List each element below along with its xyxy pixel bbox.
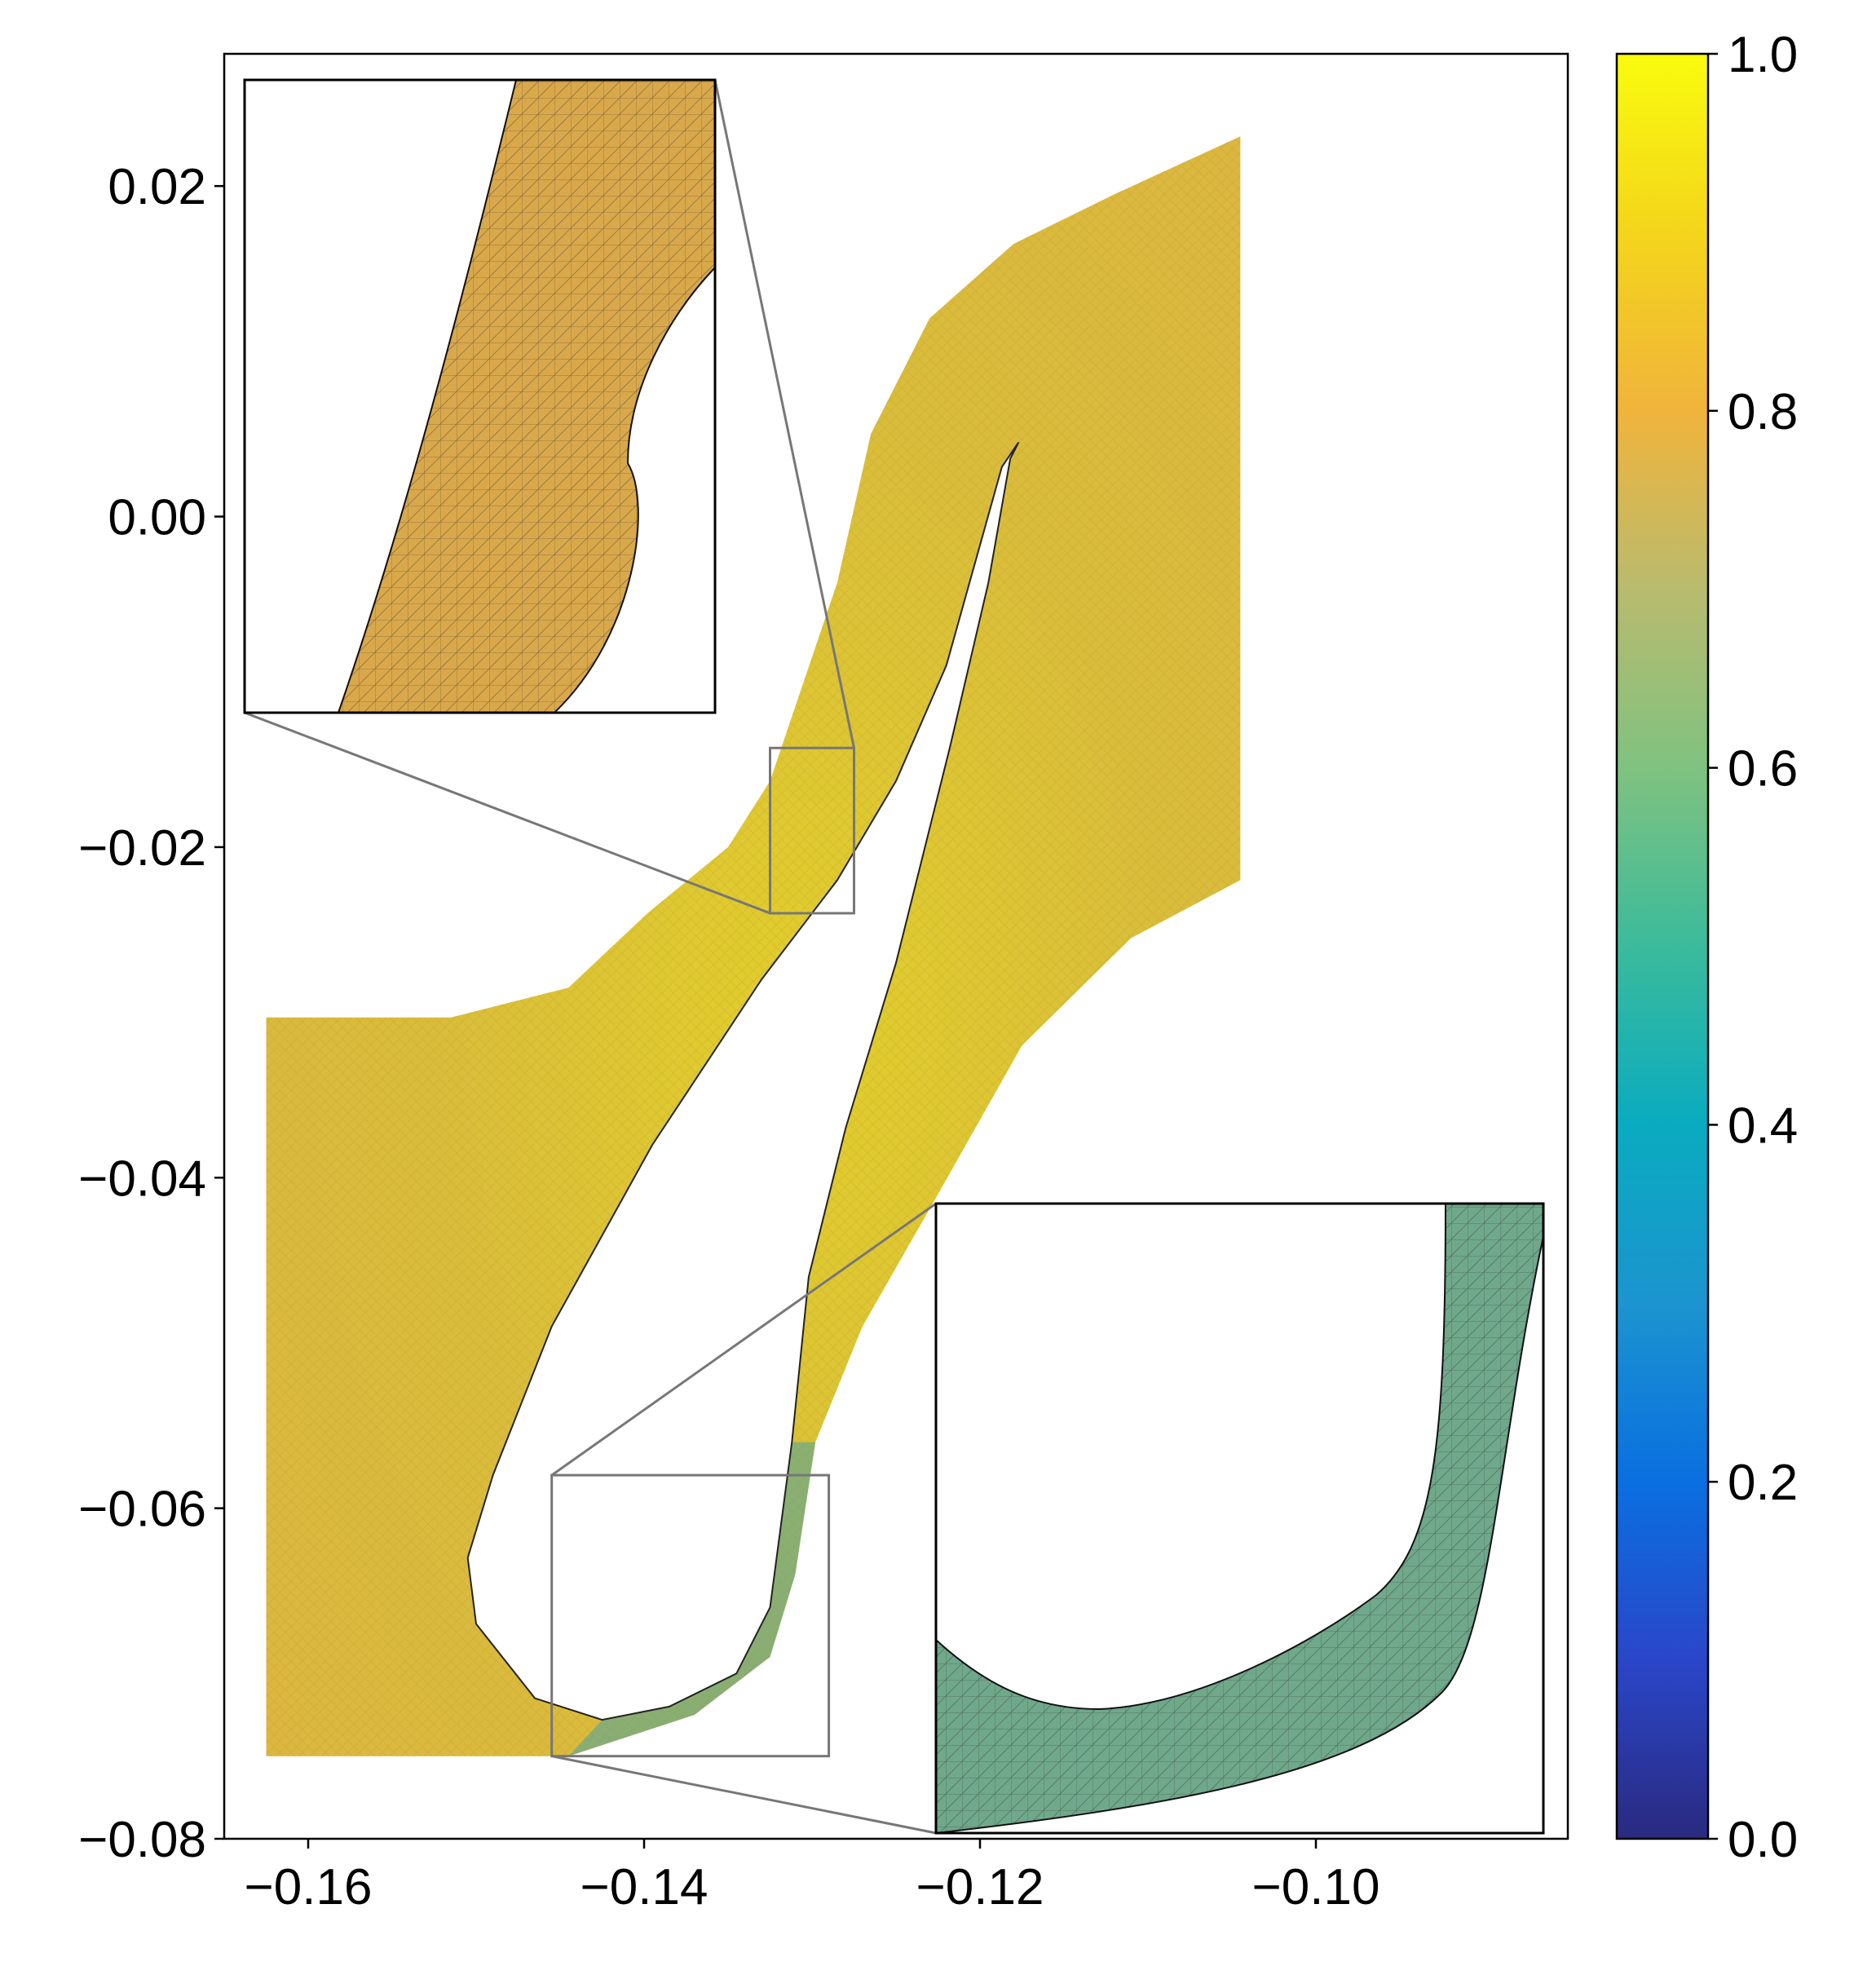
x-tick-label: −0.12 xyxy=(916,1859,1044,1915)
inset-lower xyxy=(934,1202,1545,1835)
inset-frame xyxy=(934,1202,1545,1835)
colorbar-tick-label: 0.2 xyxy=(1728,1455,1798,1511)
low-quality-band xyxy=(568,1442,816,1756)
y-tick-label: 0.00 xyxy=(108,490,206,546)
axes: −0.16 −0.14 −0.12 −0.10 0.02 0.00 −0.02 −0.04 −0… xyxy=(78,52,1569,1915)
y-tick-label: 0.02 xyxy=(108,159,206,215)
colorbar-tick-label: 0.4 xyxy=(1728,1098,1798,1154)
colorbar-tick-label: 1.0 xyxy=(1728,27,1798,83)
inset-frame xyxy=(243,78,717,714)
inset-mesh-lines xyxy=(936,1204,1543,1833)
inset-mesh-edge xyxy=(337,79,716,713)
y-tick-label: −0.04 xyxy=(78,1151,206,1207)
colorbar-gradient xyxy=(1615,52,1710,1840)
mesh-triangulation xyxy=(266,136,1241,1756)
y-tick-label: −0.08 xyxy=(78,1812,206,1868)
zoom-rect-lower xyxy=(550,1473,831,1758)
colorbar-tick-label: 0.6 xyxy=(1728,741,1798,797)
colorbar: 0.0 0.2 0.4 0.6 0.8 1.0 xyxy=(1615,27,1798,1868)
zoom-connector xyxy=(550,1202,937,1477)
y-tick-label: −0.02 xyxy=(78,820,206,877)
inset-mesh-edge xyxy=(935,1203,1544,1835)
colorbar-tick-label: 0.0 xyxy=(1728,1812,1798,1868)
zoom-connector xyxy=(551,1755,937,1835)
colorbar-tick-label: 0.8 xyxy=(1728,384,1798,440)
axes-frame xyxy=(223,52,1569,1840)
inset-upper xyxy=(243,78,717,714)
x-tick-label: −0.16 xyxy=(245,1859,373,1915)
zoom-connector xyxy=(244,711,771,915)
blade-outline xyxy=(466,441,1020,1721)
x-tick-label: −0.10 xyxy=(1252,1859,1380,1915)
zoom-rect-upper xyxy=(769,746,855,915)
inset-mesh-lines xyxy=(338,80,715,713)
plot-area xyxy=(266,136,1241,1756)
y-tick-label: −0.06 xyxy=(78,1482,206,1538)
zoom-insets xyxy=(243,78,1545,1835)
x-tick-label: −0.14 xyxy=(580,1859,708,1915)
zoom-connector xyxy=(713,79,855,749)
